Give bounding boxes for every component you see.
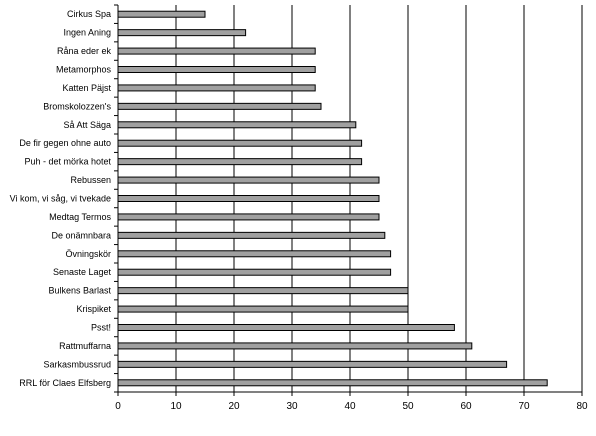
category-label: Katten Päjst	[62, 83, 111, 93]
category-label: De onämnbara	[51, 230, 111, 240]
bar	[117, 379, 548, 387]
bar	[117, 324, 455, 331]
category-labels: Cirkus Spa Ingen Aning Råna eder ek Metamor…	[10, 9, 112, 388]
bar	[117, 29, 247, 37]
bar	[117, 250, 392, 258]
x-tick-label: 20	[228, 401, 240, 412]
category-label: Senaste Laget	[53, 267, 112, 277]
x-tick-label: 10	[170, 401, 182, 412]
bar	[117, 66, 316, 73]
bar	[117, 342, 473, 350]
category-label: Bromskolozzen's	[43, 101, 111, 111]
bar	[117, 195, 380, 202]
category-label: Så Att Säga	[63, 120, 111, 130]
category-label: Psst!	[91, 323, 111, 333]
bar	[117, 47, 316, 55]
category-label: Cirkus Spa	[67, 9, 111, 19]
category-label: Rattmuffarna	[59, 341, 111, 351]
x-tick-label: 30	[286, 401, 298, 412]
bar	[117, 360, 508, 368]
category-label: Sarkasmbussrud	[43, 359, 111, 369]
x-tick-label: 50	[402, 401, 414, 412]
bar	[117, 84, 316, 92]
bar	[117, 305, 409, 313]
category-label: Ingen Aning	[63, 28, 111, 38]
category-label: Råna eder ek	[57, 46, 112, 56]
category-label: Övningskör	[65, 249, 111, 259]
x-tick-label: 0	[115, 401, 121, 412]
bar	[117, 102, 322, 110]
bar	[117, 176, 380, 184]
x-tick-label: 60	[460, 401, 472, 412]
category-label: De fir gegen ohne auto	[19, 138, 111, 148]
category-label: Rebussen	[70, 175, 111, 185]
y-axis-ticks	[114, 4, 118, 393]
bar	[117, 121, 357, 129]
category-label: Puh - det mörka hotet	[24, 157, 111, 167]
x-axis-ticks: 0 10 20 30 40 50 60 70 80	[115, 392, 588, 412]
category-label: Vi kom, vi såg, vi tvekade	[10, 194, 111, 204]
category-label: Bulkens Barlast	[48, 286, 111, 296]
bar	[117, 158, 363, 166]
bar	[117, 231, 386, 239]
category-label: Krispiket	[76, 304, 111, 314]
x-tick-label: 70	[518, 401, 530, 412]
category-label: RRL för Claes Elfsberg	[19, 378, 111, 388]
bars	[117, 10, 548, 387]
bar	[117, 139, 363, 147]
bar	[117, 287, 409, 295]
bar	[117, 10, 206, 18]
bar	[117, 213, 380, 221]
category-label: Metamorphos	[56, 65, 112, 75]
bar	[117, 268, 392, 276]
category-label: Medtag Termos	[49, 212, 111, 222]
x-tick-label: 80	[576, 401, 588, 412]
x-tick-label: 40	[344, 401, 356, 412]
